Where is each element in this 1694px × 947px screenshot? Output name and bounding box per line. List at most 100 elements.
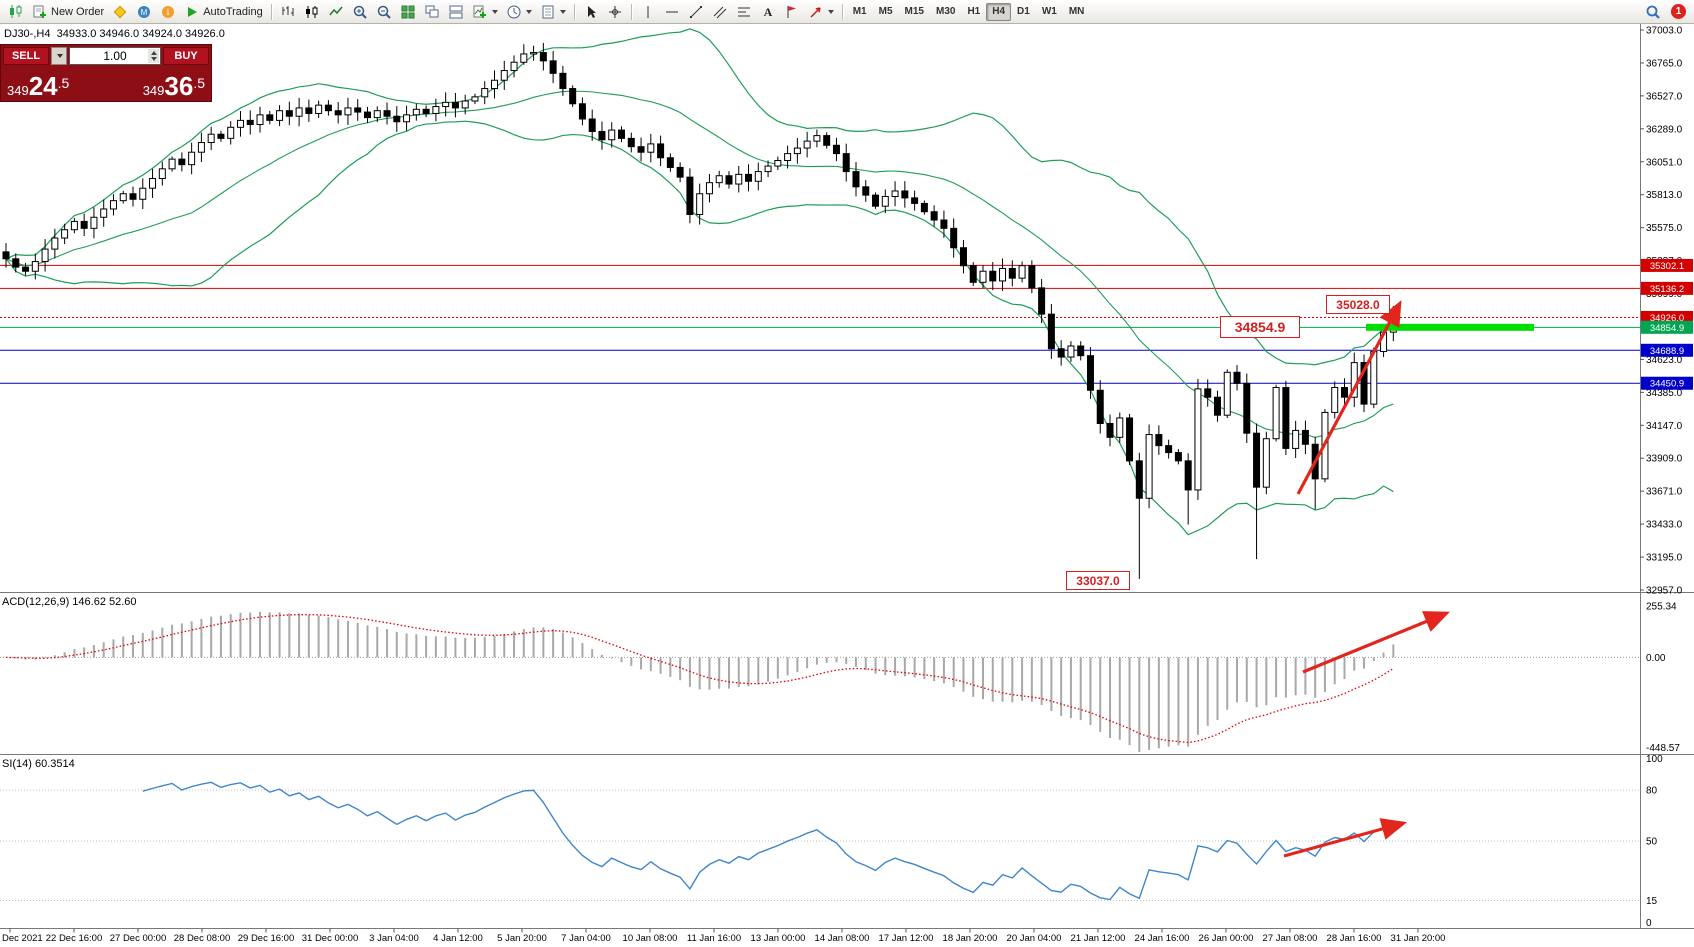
- new-order-button[interactable]: New Order: [28, 2, 108, 22]
- timeframe-m5[interactable]: M5: [878, 6, 893, 17]
- timeframe-m1[interactable]: M1: [852, 6, 867, 17]
- vertical-line-button[interactable]: [636, 2, 660, 22]
- svg-text:-448.57: -448.57: [1646, 743, 1680, 754]
- crosshair-button[interactable]: [603, 2, 627, 22]
- periods-button[interactable]: [502, 2, 536, 22]
- zoom-out-button[interactable]: [372, 2, 396, 22]
- candlestick-chart-button[interactable]: [300, 2, 324, 22]
- search-button[interactable]: [1641, 2, 1665, 22]
- metaeditor-button[interactable]: [108, 2, 132, 22]
- arrange-icon: [448, 4, 464, 20]
- svg-text:33433.0: 33433.0: [1646, 520, 1683, 531]
- cascade-icon: [424, 4, 440, 20]
- text-button[interactable]: A: [756, 2, 780, 22]
- new-chart-button[interactable]: [468, 2, 502, 22]
- hline-icon: [664, 4, 680, 20]
- svg-text:A: A: [763, 5, 772, 19]
- horizontal-line-button[interactable]: [660, 2, 684, 22]
- timeframe-d1[interactable]: D1: [1017, 6, 1030, 17]
- support-zone-segment[interactable]: [1366, 323, 1534, 331]
- ohlc-values: 34933.0 34946.0 34924.0 34926.0: [56, 28, 225, 40]
- svg-text:34854.9: 34854.9: [1650, 323, 1684, 334]
- svg-text:7 Jan 04:00: 7 Jan 04:00: [561, 933, 611, 944]
- chevron-down-icon: [56, 54, 63, 58]
- metaeditor-icon: [112, 4, 128, 20]
- charts-button[interactable]: [4, 2, 28, 22]
- buy-price[interactable]: 349 36.5: [142, 71, 205, 101]
- timeframe-w1[interactable]: W1: [1041, 6, 1057, 17]
- svg-text:36051.0: 36051.0: [1646, 157, 1683, 168]
- timeframe-m15[interactable]: M15: [904, 6, 924, 17]
- svg-text:33671.0: 33671.0: [1646, 487, 1683, 498]
- annotation-target-price[interactable]: 35028.0: [1326, 295, 1390, 314]
- svg-text:35813.0: 35813.0: [1646, 190, 1683, 201]
- time-axis: Dec 2021 22 Dec 16:00 27 Dec 00:00 28 Dec 0…: [2, 928, 1446, 944]
- autotrading-button[interactable]: AutoTrading: [180, 2, 267, 22]
- zoom-in-button[interactable]: [348, 2, 372, 22]
- community-button[interactable]: M: [132, 2, 156, 22]
- macd-axis: 255.34 0.00 -448.57: [1646, 602, 1680, 754]
- templates-button[interactable]: [536, 2, 570, 22]
- trend-arrows[interactable]: [1283, 300, 1450, 858]
- svg-text:31 Dec 00:00: 31 Dec 00:00: [302, 933, 359, 944]
- svg-text:255.34: 255.34: [1646, 602, 1677, 613]
- help-button[interactable]: i: [156, 2, 180, 22]
- arrowobj-icon: [808, 4, 824, 20]
- label-icon: [784, 4, 800, 20]
- volume-input[interactable]: 1.00: [69, 47, 161, 65]
- bar-chart-button[interactable]: [276, 2, 300, 22]
- arrange-windows-button[interactable]: [444, 2, 468, 22]
- annotation-level-price[interactable]: 34854.9: [1220, 316, 1300, 338]
- tile-windows-button[interactable]: [396, 2, 420, 22]
- timeframe-mn[interactable]: MN: [1068, 6, 1085, 17]
- timeframe-m30[interactable]: M30: [935, 6, 956, 17]
- svg-text:34623.0: 34623.0: [1646, 355, 1683, 366]
- svg-text:31 Jan 20:00: 31 Jan 20:00: [1391, 933, 1446, 944]
- volume-stepper[interactable]: [148, 49, 159, 63]
- buy-button[interactable]: BUY: [163, 47, 209, 65]
- timeframe-h4[interactable]: H4: [986, 2, 1012, 21]
- volume-dropdown-button[interactable]: [51, 47, 67, 65]
- cursor-button[interactable]: [579, 2, 603, 22]
- label-button[interactable]: [780, 2, 804, 22]
- arrows-button[interactable]: [804, 2, 838, 22]
- trend-icon: [688, 4, 704, 20]
- sell-price[interactable]: 349 24.5: [7, 71, 70, 101]
- svg-text:35136.2: 35136.2: [1650, 284, 1684, 295]
- svg-text:20 Jan 04:00: 20 Jan 04:00: [1007, 933, 1062, 944]
- pane-frame: [0, 24, 1694, 929]
- svg-text:5 Jan 20:00: 5 Jan 20:00: [497, 933, 547, 944]
- svg-text:80: 80: [1646, 786, 1658, 797]
- timeframe-h1[interactable]: H1: [967, 6, 981, 17]
- chevron-down-icon: [491, 9, 498, 14]
- cascade-windows-button[interactable]: [420, 2, 444, 22]
- annotation-low-price[interactable]: 33037.0: [1066, 571, 1130, 590]
- svg-text:34926.0: 34926.0: [1650, 313, 1684, 324]
- svg-text:33909.0: 33909.0: [1646, 454, 1683, 465]
- toolbar-separator: [630, 3, 632, 20]
- line-chart-button[interactable]: [324, 2, 348, 22]
- rsi-line: [142, 781, 1394, 901]
- svg-text:33195.0: 33195.0: [1646, 553, 1683, 564]
- chart-ohlc-info: DJ30-,H4 34933.0 34946.0 34924.0 34926.0: [4, 28, 225, 40]
- linechart-icon: [328, 4, 344, 20]
- fibonacci-button[interactable]: [732, 2, 756, 22]
- toolbar-right: 1: [1641, 2, 1690, 22]
- rsi-levels: [0, 789, 1640, 901]
- bars-icon: [280, 4, 296, 20]
- svg-text:24 Jan 16:00: 24 Jan 16:00: [1135, 933, 1190, 944]
- channel-button[interactable]: [708, 2, 732, 22]
- sell-button[interactable]: SELL: [3, 47, 49, 65]
- help-icon: i: [160, 4, 176, 20]
- trendline-button[interactable]: [684, 2, 708, 22]
- notification-badge[interactable]: 1: [1671, 4, 1686, 19]
- macd-signal-line: [5, 614, 1394, 744]
- one-click-trading-panel: SELL 1.00 BUY 349 24.5 349 36.5: [0, 44, 212, 102]
- svg-text:50: 50: [1646, 837, 1658, 848]
- chevron-down-icon: [559, 9, 566, 14]
- macd-indicator-label: ACD(12,26,9) 146.62 52.60: [2, 596, 137, 608]
- svg-text:3 Jan 04:00: 3 Jan 04:00: [369, 933, 419, 944]
